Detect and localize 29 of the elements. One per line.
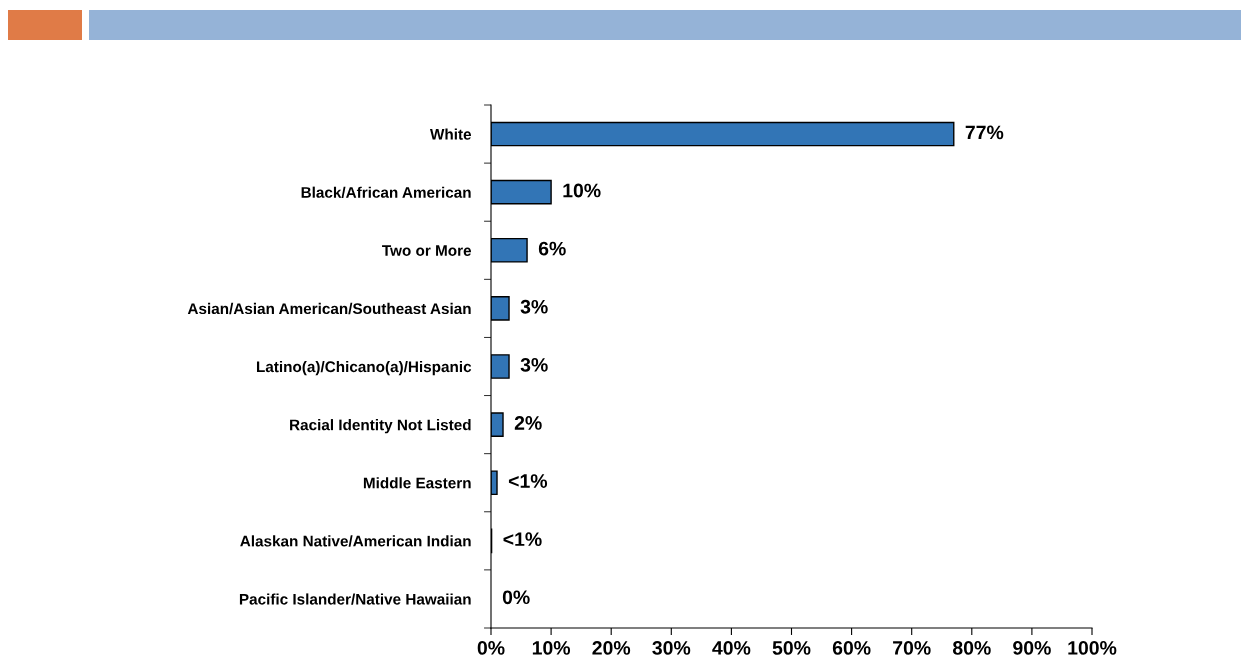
x-tick-label: 70%	[893, 641, 931, 655]
y-tick-label: Two or More	[382, 245, 472, 256]
y-tick-label: Latino(a)/Chicano(a)/Hispanic	[256, 360, 472, 376]
data-label: <1%	[508, 474, 548, 488]
data-label: 3%	[520, 357, 548, 372]
data-label: 10%	[563, 183, 601, 198]
y-tick-label: Racial Identity Not Listed	[290, 419, 471, 434]
x-tick-label: 10%	[532, 641, 571, 655]
y-tick-label: Asian/Asian American/Southeast Asian	[187, 302, 471, 315]
x-tick-label: 50%	[772, 641, 811, 655]
x-tick-label: 20%	[592, 641, 631, 655]
y-tick-label: White	[429, 128, 472, 140]
y-tick-label: Alaskan Native/American Indian	[240, 535, 471, 547]
x-tick-label: 30%	[652, 641, 691, 655]
x-tick-label: 60%	[832, 641, 871, 655]
y-tick-label: Black/African American	[301, 186, 471, 199]
x-tick-label: 80%	[952, 641, 991, 655]
data-label: 77%	[965, 125, 1004, 140]
data-label: 0%	[502, 590, 530, 605]
data-label: <1%	[503, 532, 542, 547]
x-tick-label: 0%	[477, 641, 505, 655]
data-label: 6%	[538, 241, 566, 256]
data-label: 2%	[514, 416, 542, 430]
x-tick-label: 90%	[1013, 641, 1051, 655]
x-tick-label: 40%	[712, 641, 751, 655]
data-label: 3%	[520, 299, 548, 314]
y-tick-label: Pacific Islander/Native Hawaiian	[239, 593, 471, 605]
x-tick-label: 100%	[1068, 641, 1117, 655]
y-tick-label: Middle Eastern	[363, 477, 471, 489]
